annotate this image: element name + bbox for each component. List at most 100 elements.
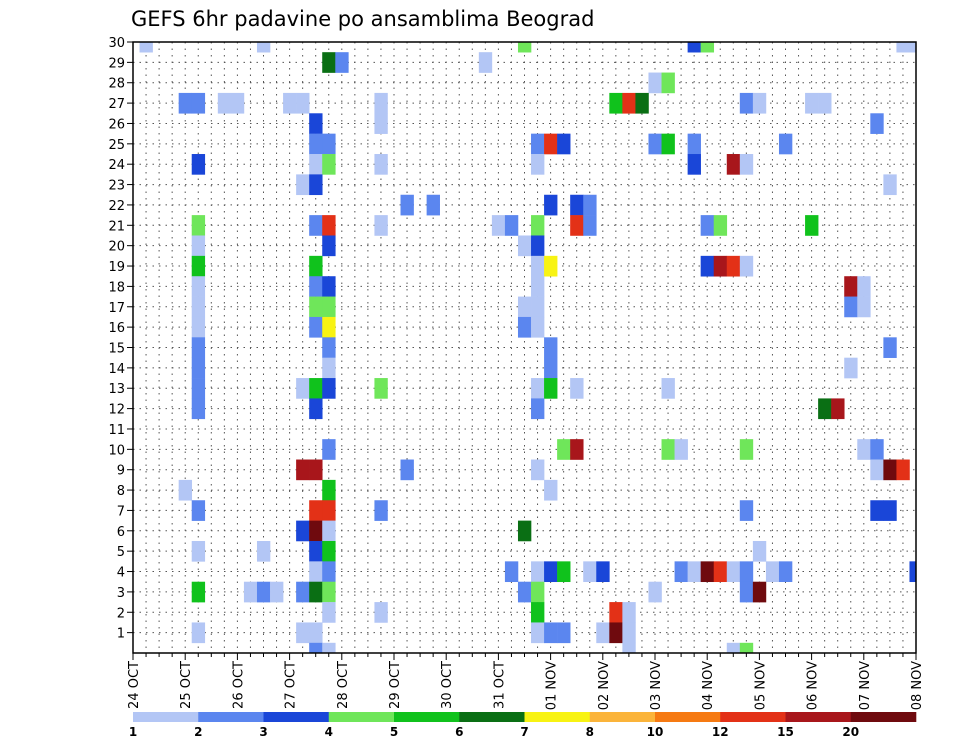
data-cell xyxy=(309,378,323,399)
data-cell xyxy=(544,561,558,583)
data-cell xyxy=(609,602,623,623)
y-tick-label: 18 xyxy=(108,280,125,295)
x-tick-label: 29 OCT xyxy=(388,661,403,709)
data-cell xyxy=(531,296,545,318)
x-tick-label: 28 OCT xyxy=(336,661,351,709)
data-cell xyxy=(570,378,584,399)
data-cell xyxy=(309,276,323,297)
data-cell xyxy=(322,561,336,583)
data-cell xyxy=(335,52,349,73)
data-cell xyxy=(178,479,193,501)
data-cell xyxy=(309,398,323,420)
data-cell xyxy=(713,561,728,583)
data-cell xyxy=(374,92,388,114)
data-cell xyxy=(400,194,414,216)
y-tick-label: 11 xyxy=(108,423,125,438)
data-cell xyxy=(818,398,832,420)
data-cell xyxy=(256,581,271,603)
grid-lines xyxy=(133,41,916,653)
data-cell xyxy=(570,215,584,236)
colorbar-label: 4 xyxy=(325,725,333,739)
data-cell xyxy=(726,561,741,583)
data-cell xyxy=(870,439,884,460)
data-cell xyxy=(531,581,545,603)
data-cell xyxy=(648,72,662,94)
data-cell xyxy=(283,92,297,114)
y-axis-ticks: 1234567891011121314151617181920212223242… xyxy=(108,36,133,642)
data-cell xyxy=(191,276,206,297)
data-cell xyxy=(309,296,323,318)
data-cell xyxy=(517,316,532,338)
data-cell xyxy=(531,255,545,277)
data-cell xyxy=(270,581,284,603)
data-cell xyxy=(531,398,545,420)
y-tick-label: 14 xyxy=(108,362,125,377)
data-cell xyxy=(752,581,767,603)
y-tick-label: 13 xyxy=(108,382,125,397)
data-cell xyxy=(517,520,532,542)
data-cell xyxy=(322,500,336,521)
data-cells xyxy=(139,42,917,654)
data-cell xyxy=(726,255,741,277)
data-cell xyxy=(648,133,662,155)
data-cell xyxy=(531,561,545,583)
data-cell xyxy=(870,459,884,481)
data-cell xyxy=(844,276,858,297)
data-cell xyxy=(309,133,323,155)
y-tick-label: 2 xyxy=(117,606,125,621)
data-cell xyxy=(139,42,153,53)
y-tick-label: 28 xyxy=(108,77,125,92)
data-cell xyxy=(191,337,206,358)
data-cell xyxy=(544,357,558,379)
data-cell xyxy=(739,642,754,654)
data-cell xyxy=(191,296,206,318)
data-cell xyxy=(661,133,675,155)
data-cell xyxy=(374,378,388,399)
data-cell xyxy=(544,479,558,501)
data-cell xyxy=(896,459,910,481)
data-cell xyxy=(713,215,728,236)
data-cell xyxy=(531,235,545,257)
data-cell xyxy=(256,540,271,562)
data-cell xyxy=(309,113,323,134)
data-cell xyxy=(517,235,532,257)
data-cell xyxy=(191,398,206,420)
data-cell xyxy=(739,561,754,583)
colorbar-segment xyxy=(720,712,786,722)
data-cell xyxy=(857,276,871,297)
data-cell xyxy=(191,500,206,521)
data-cell xyxy=(296,378,310,399)
data-cell xyxy=(896,42,910,53)
data-cell xyxy=(322,52,336,73)
data-cell xyxy=(517,581,532,603)
data-cell xyxy=(322,520,336,542)
y-tick-label: 8 xyxy=(117,484,125,499)
data-cell xyxy=(309,622,323,644)
y-tick-label: 29 xyxy=(108,56,125,71)
y-tick-label: 30 xyxy=(108,36,125,51)
colorbar-segment xyxy=(524,712,591,722)
data-cell xyxy=(544,255,558,277)
colorbar-label: 7 xyxy=(520,725,528,739)
data-cell xyxy=(191,622,206,644)
data-cell xyxy=(544,622,558,644)
data-cell xyxy=(687,133,701,155)
x-tick-label: 05 NOV xyxy=(753,661,768,710)
x-tick-label: 06 NOV xyxy=(806,661,821,710)
data-cell xyxy=(883,337,897,358)
data-cell xyxy=(322,296,336,318)
x-tick-label: 02 NOV xyxy=(597,661,612,710)
chart-title: GEFS 6hr padavine po ansamblima Beograd xyxy=(131,7,594,31)
data-cell xyxy=(309,174,323,196)
data-cell xyxy=(491,215,506,236)
data-cell xyxy=(687,561,701,583)
data-cell xyxy=(739,154,754,175)
x-tick-label: 07 NOV xyxy=(858,661,873,710)
data-cell xyxy=(400,459,414,481)
data-cell xyxy=(726,154,741,175)
x-tick-label: 25 OCT xyxy=(179,661,194,709)
data-cell xyxy=(700,561,715,583)
data-cell xyxy=(322,642,336,654)
colorbar: 1 2 3 4 5 6 7 8 10 12 15 20 xyxy=(129,712,917,739)
data-cell xyxy=(309,316,323,338)
